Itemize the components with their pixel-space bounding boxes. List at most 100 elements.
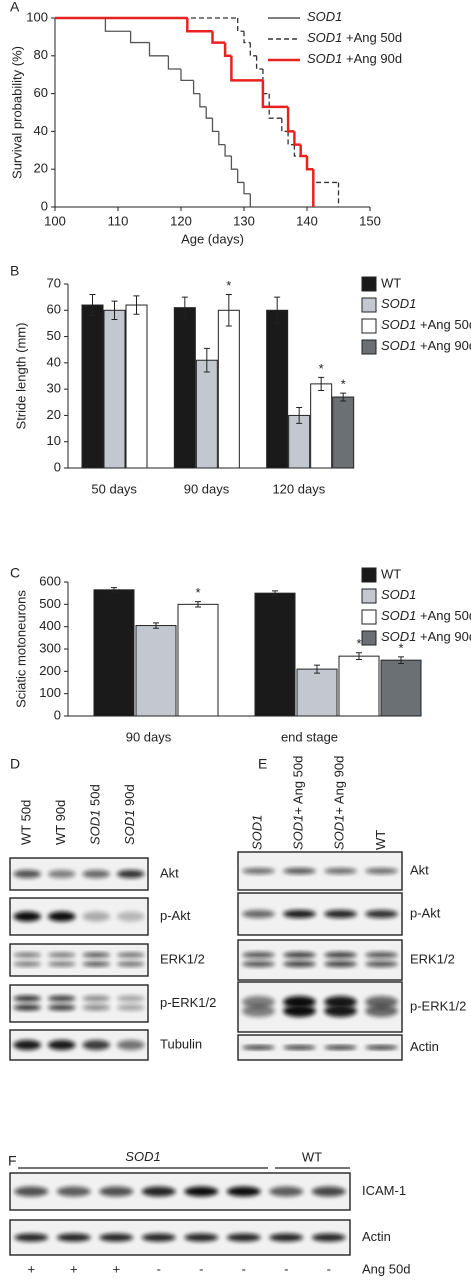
error-bar (181, 296, 188, 319)
bar (173, 307, 196, 469)
x-tick-label: 110 (108, 213, 129, 228)
blot-band (116, 911, 145, 922)
blot-band (56, 1186, 91, 1197)
error-bar (356, 652, 362, 660)
row-label: Actin (410, 1039, 439, 1054)
x-tick-label: 120 days (272, 481, 325, 496)
blot-band (13, 961, 42, 967)
blot-band (242, 1005, 275, 1017)
y-tick-label: 80 (34, 47, 48, 62)
row-label: Akt (160, 865, 179, 880)
error-bar (203, 347, 210, 373)
legend-label: SOD1 +Ang 90d (381, 629, 471, 644)
x-tick-label: 140 (296, 213, 318, 228)
survival-step (192, 80, 200, 95)
blot-band (13, 995, 42, 1002)
blot-band (116, 995, 145, 1002)
lane-label: SOD1 90d (122, 784, 137, 845)
legend-label: SOD1 (381, 296, 416, 311)
significance-mark: * (356, 636, 361, 651)
treatment-mark: - (199, 1261, 203, 1276)
error-bar (398, 656, 404, 665)
blot-band (324, 910, 357, 918)
x-tick-label: 130 (233, 213, 255, 228)
blot-panel (9, 984, 149, 1023)
survival-step (287, 131, 295, 146)
lane-label: WT 90d (53, 800, 68, 845)
error-bar (314, 664, 320, 674)
blot-band (116, 870, 145, 878)
blot-band (116, 961, 145, 967)
y-tick-label: 200 (39, 663, 61, 678)
y-tick-label: 20 (34, 161, 48, 176)
treatment-mark: - (242, 1261, 246, 1276)
error-bar (133, 295, 140, 315)
blot-band (82, 995, 111, 1002)
blot-panel (237, 939, 403, 981)
survival-step (199, 93, 207, 108)
row-label: Akt (410, 862, 429, 877)
legend-label: SOD1 +Ang 50d (307, 30, 402, 45)
blot-band (13, 952, 42, 958)
y-tick-label: 20 (47, 407, 61, 422)
significance-mark: * (319, 361, 324, 376)
bar (81, 304, 104, 469)
row-label: p-ERK1/2 (410, 998, 466, 1013)
blot-band (242, 868, 275, 874)
blot-band (242, 910, 275, 918)
significance-mark: * (195, 585, 200, 600)
survival-step (237, 18, 244, 32)
error-bar (153, 622, 159, 629)
blot-band (47, 1004, 76, 1011)
row-label: Tubulin (160, 1036, 202, 1051)
error-bar (340, 392, 347, 402)
survival-step (230, 55, 263, 82)
legend-swatch (361, 339, 377, 355)
survival-step (243, 182, 251, 195)
error-bar (89, 294, 96, 317)
blot-band (242, 1045, 275, 1050)
bar (103, 309, 126, 469)
blot-band (226, 1233, 261, 1242)
y-tick-label: 400 (39, 618, 61, 633)
blot-band (13, 911, 42, 922)
bar (93, 589, 135, 717)
survival-step (211, 31, 226, 44)
significance-mark: * (398, 640, 403, 655)
blot-panel (9, 943, 149, 977)
blot-band (324, 996, 357, 1008)
survival-step (299, 144, 307, 158)
row-label: ERK1/2 (160, 951, 205, 966)
lane-label: SOD1 (250, 815, 265, 850)
survival-step (243, 31, 251, 44)
legend-label: SOD1 +Ang 90d (307, 51, 402, 66)
y-tick-label: 40 (47, 354, 61, 369)
row-label: Actin (362, 1229, 391, 1244)
blot-band (311, 1233, 346, 1242)
error-bar (318, 376, 325, 391)
blot-band (283, 1005, 316, 1017)
blot-band (99, 1233, 134, 1242)
error-bar (296, 407, 303, 424)
y-tick-label: 100 (39, 685, 61, 700)
survival-step (293, 131, 301, 146)
x-tick-label: end stage (281, 729, 338, 744)
survival-step (286, 106, 295, 133)
survival-step (211, 118, 219, 133)
y-tick-label: 30 (47, 381, 61, 396)
survival-step (230, 155, 238, 170)
blot-band (365, 961, 398, 967)
blot-band (13, 1040, 42, 1050)
blot-band (56, 1233, 91, 1242)
panel-letter: A (10, 0, 20, 15)
x-tick-label: 100 (44, 213, 66, 228)
y-tick-label: 60 (47, 302, 61, 317)
blot-band (82, 870, 111, 878)
blot-band (365, 952, 398, 958)
treatment-mark: + (112, 1261, 120, 1276)
legend-label: WT (381, 275, 401, 290)
blot-band (269, 1186, 304, 1197)
survival-step (305, 155, 314, 171)
blot-band (283, 868, 316, 874)
